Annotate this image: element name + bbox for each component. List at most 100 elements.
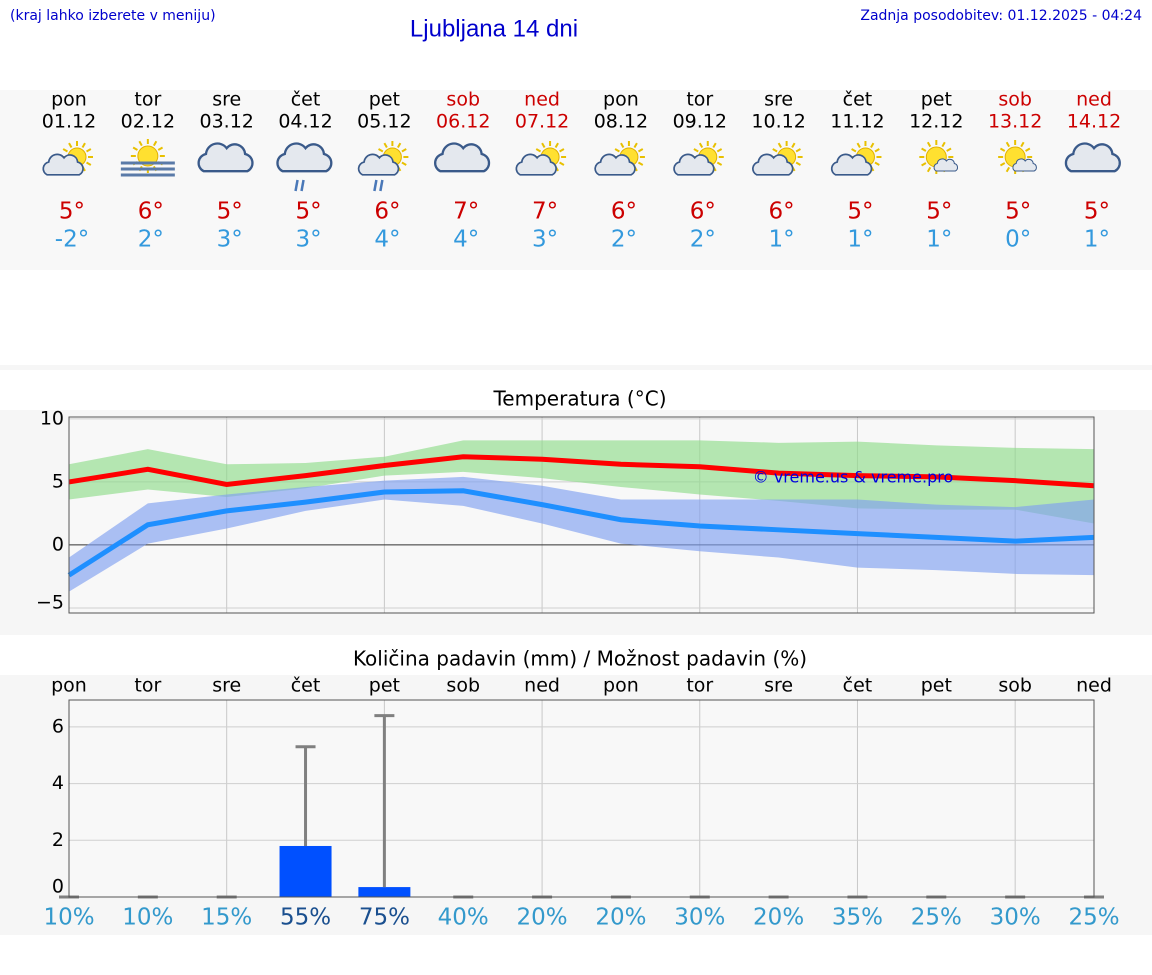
temp-low: 1° (926, 227, 952, 253)
x-category: sre (212, 675, 241, 697)
cloud (515, 153, 557, 176)
sun-ray (716, 148, 723, 153)
temp-low: 4° (374, 227, 400, 253)
day-name: pet (369, 89, 400, 111)
sun-ray (86, 161, 92, 166)
probability: 25% (911, 905, 962, 931)
plot-frame (68, 416, 1095, 614)
sun-ray (138, 140, 143, 147)
day-name: pet (921, 89, 952, 111)
bar (358, 887, 411, 897)
cloud-shape (515, 153, 557, 176)
day-date: 11.12 (830, 111, 884, 133)
day-date: 01.12 (42, 111, 96, 133)
cloud-shape (357, 153, 400, 176)
sun-ray (157, 146, 164, 151)
sun-ray (383, 142, 388, 148)
sun-ray (152, 140, 158, 147)
sun (137, 145, 159, 167)
sun-ray (921, 162, 927, 167)
sun-ray (397, 142, 402, 148)
sun-ray (1020, 141, 1025, 148)
day-date: 14.12 (1067, 111, 1121, 133)
cloud-shape (830, 153, 873, 176)
probability: 10% (43, 905, 94, 931)
probability: 10% (122, 905, 173, 931)
sun-ray (637, 161, 644, 166)
cloud-shape (594, 153, 636, 176)
day-name: sre (764, 89, 793, 111)
x-category: pet (369, 675, 400, 697)
day-date: 10.12 (751, 111, 805, 133)
hint[interactable]: (kraj lahko izberete v meniju) (10, 8, 216, 24)
x-category: sob (446, 675, 480, 697)
sun-ray (999, 162, 1006, 167)
x-category: tor (134, 675, 161, 697)
icons (42, 139, 1121, 192)
sun-ray (132, 146, 138, 151)
sun-ray (856, 142, 861, 148)
y-tick-label: 2 (52, 829, 64, 851)
sun-ray (81, 142, 86, 148)
watermark: © vreme.us & vreme.pro (753, 468, 954, 487)
temp-low: 3° (295, 227, 321, 253)
separator (0, 365, 1152, 370)
y-tick-label: 10 (40, 407, 64, 429)
forecast-band (0, 90, 1152, 270)
cloud (1012, 158, 1037, 172)
probability: 30% (990, 905, 1041, 931)
chart-title: Količina padavin (mm) / Možnost padavin … (353, 647, 807, 671)
sun-ray (698, 142, 704, 148)
range-band (69, 476, 1094, 592)
sun-ray (68, 142, 73, 148)
day-name: ned (1076, 89, 1112, 111)
sun-ray (999, 147, 1006, 152)
sun-ray (874, 161, 880, 166)
cloud-shape (752, 153, 794, 176)
sun-ray (62, 148, 68, 153)
temp-low: 2° (690, 227, 716, 253)
day-name: sob (998, 89, 1032, 111)
forecast: pon01.125°-2°tor02.126°2°sre03.125°3°čet… (42, 89, 1121, 253)
sun-ray (378, 148, 384, 153)
temp-high: 5° (217, 199, 243, 225)
day-date: 12.12 (909, 111, 963, 133)
day-date: 05.12 (357, 111, 411, 133)
bar (279, 845, 332, 897)
temp-high: 5° (847, 199, 873, 225)
probability: 15% (201, 905, 252, 931)
sun-ray (926, 166, 932, 173)
day-date: 09.12 (673, 111, 727, 133)
cloud-shape (933, 158, 958, 172)
day-name: pon (603, 89, 639, 111)
sun-ray (637, 148, 644, 153)
temp-low: 2° (138, 227, 164, 253)
sun-ray (559, 161, 565, 166)
sun-ray (541, 142, 546, 148)
sun-ray (554, 142, 559, 148)
sun-ray (795, 148, 801, 153)
day-date: 07.12 (515, 111, 569, 133)
temp-low: 3° (532, 227, 558, 253)
sun-ray (86, 148, 92, 153)
y-tick-label: 5 (52, 470, 64, 492)
temp-low: 2° (611, 227, 637, 253)
rain-drop (294, 179, 299, 192)
temperature-chart: Temperatura (°C) −5 0 5 10 © vreme.us & vreme… (36, 387, 1095, 614)
x-category: tor (686, 675, 713, 697)
cloud (830, 153, 873, 176)
x-category: ned (524, 675, 560, 697)
day-name: čet (291, 89, 321, 111)
rain-drop (373, 179, 378, 192)
probability: 20% (595, 905, 646, 931)
cloud-shape (434, 142, 491, 173)
sun-ray (401, 148, 407, 153)
cloud (42, 153, 84, 176)
x-category: ned (1076, 675, 1112, 697)
sun-ray (1005, 166, 1011, 173)
cloud-shape (1012, 158, 1037, 172)
cloud (594, 153, 636, 176)
sun-ray (716, 161, 723, 166)
probability: 35% (832, 905, 883, 931)
